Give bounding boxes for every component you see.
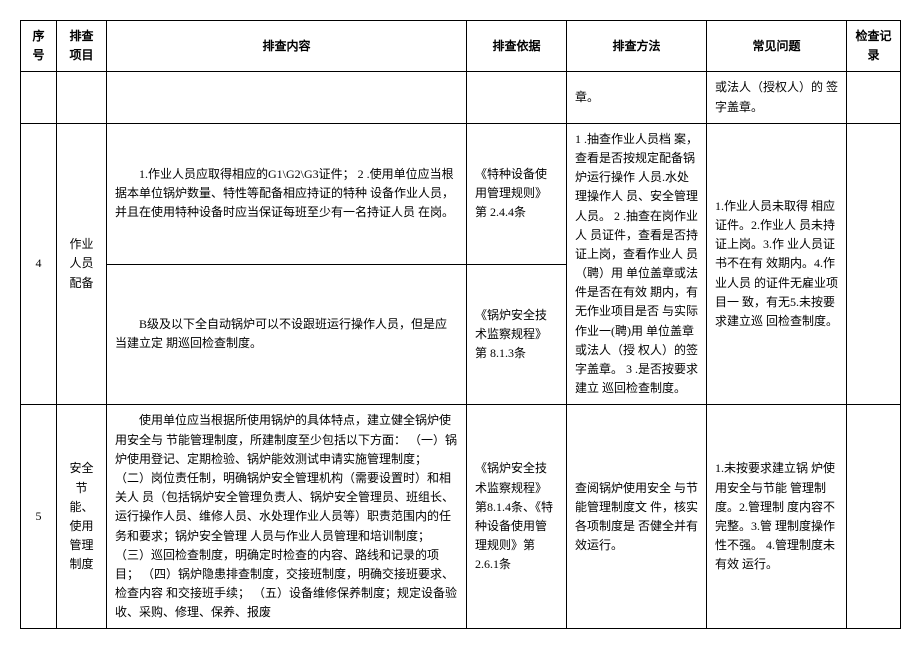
header-content: 排查内容	[107, 21, 467, 72]
table-row-5: 5 安全节能、使用管理制度 使用单位应当根据所使用锅炉的具体特点，建立健全锅炉使…	[21, 405, 901, 629]
row4-sub2-basis: 《锅炉安全技术监察规程》第 8.1.3条	[467, 264, 567, 405]
row5-seq: 5	[21, 405, 57, 629]
row5-content: 使用单位应当根据所使用锅炉的具体特点，建立健全锅炉使用安全与 节能管理制度，所建…	[107, 405, 467, 629]
header-issue: 常见问题	[707, 21, 847, 72]
row5-basis: 《锅炉安全技术监察规程》第8.1.4条、《特种设备使用管理规则》第2.6.1条	[467, 405, 567, 629]
row4-sub2-content: B级及以下全自动锅炉可以不设跟班运行操作人员，但是应当建立定 期巡回检查制度。	[107, 264, 467, 405]
row4-sub1-basis: 《特种设备使用管理规则》第 2.4.4条	[467, 123, 567, 264]
table-row-prev: 章。 或法人（授权人）的 签字盖章。	[21, 72, 901, 123]
table-row-4a: 4 作业人员配备 1.作业人员应取得相应的G1\G2\G3证件； 2 .使用单位…	[21, 123, 901, 264]
inspection-table: 序号 排查项目 排查内容 排查依据 排查方法 常见问题 检查记录 章。 或法人（…	[20, 20, 901, 629]
row4-item: 作业人员配备	[57, 123, 107, 405]
row4-sub1-content: 1.作业人员应取得相应的G1\G2\G3证件； 2 .使用单位应当根据本单位锅炉…	[107, 123, 467, 264]
header-seq: 序号	[21, 21, 57, 72]
row5-item: 安全节能、使用管理制度	[57, 405, 107, 629]
row4-record	[847, 123, 901, 405]
row5-issue: 1.未按要求建立锅 炉使用安全与节能 管理制度。2.管理制 度内容不完整。3.管…	[707, 405, 847, 629]
header-item: 排查项目	[57, 21, 107, 72]
prev-issue: 或法人（授权人）的 签字盖章。	[707, 72, 847, 123]
row5-record	[847, 405, 901, 629]
header-method: 排查方法	[567, 21, 707, 72]
header-basis: 排查依据	[467, 21, 567, 72]
row4-issue: 1.作业人员未取得 相应证件。2.作业人 员未持证上岗。3.作 业人员证书不在有…	[707, 123, 847, 405]
table-header-row: 序号 排查项目 排查内容 排查依据 排查方法 常见问题 检查记录	[21, 21, 901, 72]
row4-seq: 4	[21, 123, 57, 405]
row4-method: 1 .抽查作业人员档 案，查看是否按规定配备锅炉运行操作 人员.水处理操作人 员…	[567, 123, 707, 405]
row5-method: 查阅锅炉使用安全 与节能管理制度文 件，核实各项制度是 否健全并有效运行。	[567, 405, 707, 629]
header-record: 检查记录	[847, 21, 901, 72]
prev-method: 章。	[567, 72, 707, 123]
